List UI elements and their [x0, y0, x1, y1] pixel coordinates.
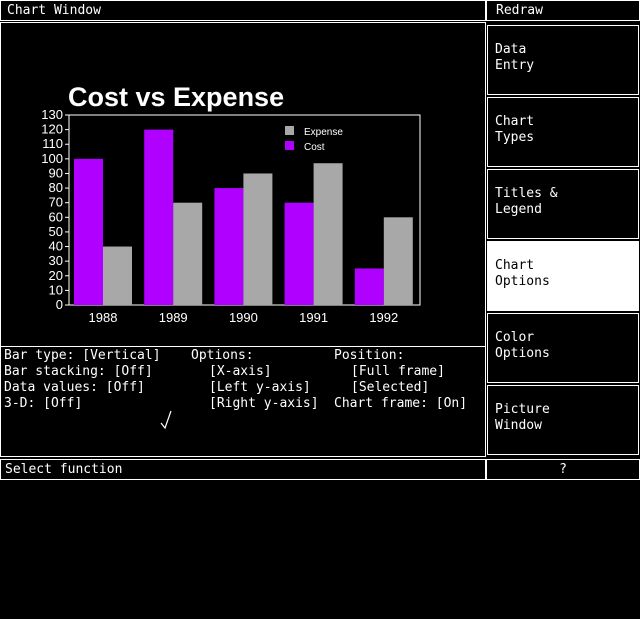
x-tick-label: 1988	[89, 310, 118, 325]
bar-expense-1991	[313, 163, 343, 305]
y-tick-label: 20	[49, 268, 63, 283]
options-header: Options:	[191, 348, 254, 363]
chart-frame: Cost vs Expense 0 10 20 30 40 50 60 70 80 90 100 110…	[0, 22, 486, 347]
menu-data-entry-button[interactable]: Data Entry	[487, 25, 639, 95]
bar-cost-1989	[144, 129, 174, 305]
y-tick-label: 100	[41, 151, 63, 166]
x-tick-label: 1991	[299, 310, 328, 325]
menu-chart-types-label: Chart Types	[495, 114, 535, 145]
status-text: Select function	[5, 462, 123, 477]
menu-picture-window-label: Picture Window	[495, 402, 550, 433]
status-bar: Select function	[0, 459, 486, 480]
chart-title: Cost vs Expense	[68, 82, 284, 112]
y-tick-label: 80	[49, 180, 63, 195]
y-tick-label: 30	[49, 253, 63, 268]
chart-options-panel: Bar type: [Vertical] Bar stacking: [Off]…	[0, 347, 486, 457]
x-axis-option[interactable]: [X-axis]	[209, 364, 272, 379]
selected-option[interactable]: [Selected]	[351, 380, 430, 395]
bar-expense-1992	[383, 217, 413, 305]
y-tick-label: 50	[49, 224, 63, 239]
bar-chart: Cost vs Expense 0102030405060708090100110…	[41, 82, 421, 325]
left-y-axis-option[interactable]: [Left y-axis]	[209, 380, 311, 395]
y-tick-label: 70	[49, 195, 63, 210]
y-tick-label: 40	[49, 239, 63, 254]
redraw-button[interactable]: Redraw	[486, 0, 640, 21]
bar-cost-1988	[74, 158, 103, 305]
menu-chart-types-button[interactable]: Chart Types	[487, 97, 639, 167]
bar-expense-1988	[103, 246, 132, 305]
menu-data-entry-label: Data Entry	[495, 42, 535, 73]
menu-titles-legend-button[interactable]: Titles & Legend	[487, 169, 639, 239]
x-tick-label: 1990	[229, 310, 258, 325]
bar-cost-1990	[214, 188, 244, 305]
y-tick-label: 60	[49, 209, 63, 224]
x-tick-label: 1989	[159, 310, 188, 325]
y-tick-label: 10	[49, 282, 63, 297]
legend-label-expense: Expense	[304, 127, 343, 138]
right-y-axis-option[interactable]: [Right y-axis]	[209, 396, 319, 411]
data-values-option[interactable]: Data values: [Off]	[4, 380, 145, 395]
menu-chart-options-button[interactable]: Chart Options	[487, 241, 639, 311]
menu-picture-window-button[interactable]: Picture Window	[487, 385, 639, 455]
help-label: ?	[559, 462, 567, 477]
y-tick-label: 110	[42, 136, 63, 151]
full-frame-option[interactable]: [Full frame]	[351, 364, 445, 379]
title-bar: Chart Window	[0, 0, 486, 21]
bar-cost-1991	[284, 202, 314, 305]
legend-swatch-cost	[285, 141, 294, 150]
bar-expense-1990	[243, 173, 273, 305]
legend-label-cost: Cost	[304, 142, 325, 153]
bar-cost-1992	[354, 268, 384, 305]
window-title: Chart Window	[7, 3, 101, 18]
y-tick-label: 0	[56, 297, 63, 312]
help-button[interactable]: ?	[486, 459, 640, 480]
legend-swatch-expense	[285, 126, 294, 135]
chart-frame-option[interactable]: Chart frame: [On]	[334, 396, 468, 411]
menu-chart-options-label: Chart Options	[495, 258, 550, 289]
menu-color-options-button[interactable]: Color Options	[487, 313, 639, 383]
bar-type-option[interactable]: Bar type: [Vertical]	[4, 348, 161, 363]
mouse-cursor-icon	[160, 410, 172, 430]
x-tick-label: 1992	[369, 310, 398, 325]
position-header: Position:	[334, 348, 405, 363]
menu-color-options-label: Color Options	[495, 330, 550, 361]
three-d-option[interactable]: 3-D: [Off]	[4, 396, 83, 411]
bar-expense-1989	[173, 202, 203, 305]
bar-stacking-option[interactable]: Bar stacking: [Off]	[4, 364, 153, 379]
menu-titles-legend-label: Titles & Legend	[495, 186, 558, 217]
redraw-label: Redraw	[496, 3, 543, 18]
y-tick-label: 90	[49, 165, 63, 180]
y-tick-label: 130	[41, 107, 63, 122]
y-tick-label: 120	[41, 122, 63, 137]
